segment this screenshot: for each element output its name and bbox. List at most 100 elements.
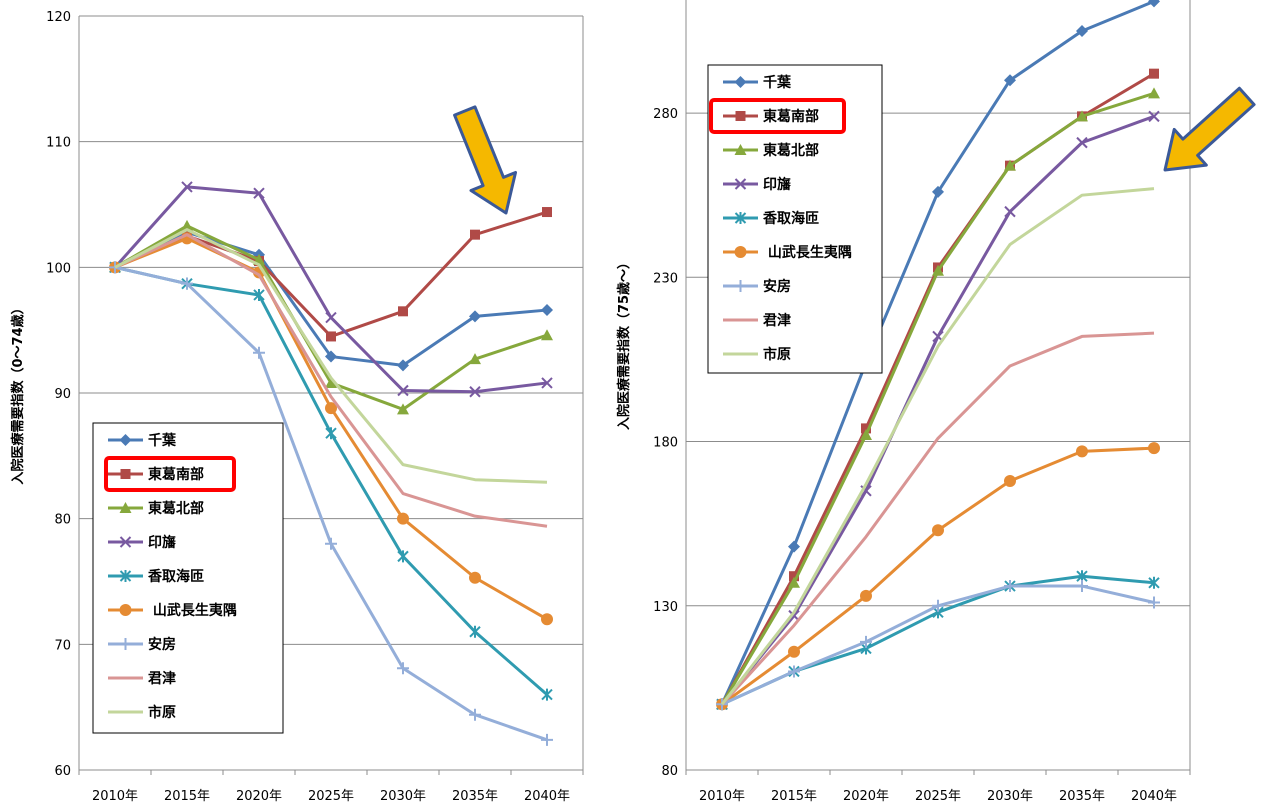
legend-entry-千葉: 千葉	[148, 432, 177, 449]
x-tick-label: 2030年	[987, 789, 1033, 804]
legend-entry-東葛南部: 東葛南部	[148, 466, 204, 483]
highlight-box	[709, 98, 846, 134]
data-point-東葛北部	[469, 353, 481, 365]
data-point-山武長生夷隅	[1148, 442, 1160, 455]
legend-marker	[119, 570, 132, 582]
data-point-山武長生夷隅	[932, 524, 944, 537]
x-tick-label: 2020年	[236, 789, 282, 804]
x-tick-label: 2025年	[915, 789, 961, 804]
data-point-千葉	[1004, 74, 1016, 87]
legend-entry-山武長生夷隅: 山武長生夷隅	[148, 602, 237, 619]
y-tick-label: 120	[46, 10, 71, 25]
data-point-東葛南部	[398, 306, 408, 317]
data-point-香取海匝	[1148, 576, 1160, 589]
legend-marker	[734, 280, 747, 292]
data-point-香取海匝	[397, 550, 409, 563]
legend-entry-東葛北部: 東葛北部	[763, 142, 819, 159]
legend-entry-市原: 市原	[148, 704, 176, 721]
x-tick-label: 2040年	[1131, 789, 1177, 804]
data-point-印旛	[541, 377, 553, 389]
data-point-安房	[932, 599, 944, 612]
data-point-安房	[788, 665, 800, 678]
x-tick-label: 2010年	[92, 789, 138, 804]
data-point-山武長生夷隅	[325, 402, 337, 415]
series-line-君津	[720, 331, 1155, 706]
data-point-印旛	[1148, 110, 1160, 123]
legend-entry-市原: 市原	[763, 346, 791, 363]
data-point-東葛南部	[470, 229, 480, 240]
legend-marker	[734, 76, 747, 88]
series-line-千葉	[114, 230, 548, 367]
data-point-安房	[1004, 580, 1016, 593]
data-point-安房	[253, 346, 265, 359]
legend-entry-香取海匝: 香取海匝	[762, 210, 819, 227]
x-tick-label: 2015年	[164, 789, 210, 804]
data-point-東葛北部	[181, 219, 193, 231]
legend-marker	[119, 536, 132, 548]
data-point-山武長生夷隅	[860, 589, 872, 602]
data-point-安房	[860, 635, 872, 648]
y-tick-label: 80	[661, 764, 678, 779]
highlight-arrow	[1163, 86, 1256, 172]
y-axis-title: 入院医療需要指数（0〜74歳）	[10, 301, 26, 484]
legend-entry-東葛南部: 東葛南部	[763, 108, 819, 125]
data-point-東葛北部	[788, 576, 800, 588]
y-tick-label: 90	[54, 387, 71, 402]
legend-marker	[119, 604, 132, 616]
chart-left: 60 70 80 90 100 110 120 2010年 2015年 2020年 2025年 203…	[10, 10, 584, 804]
data-point-印旛	[469, 386, 481, 398]
legend-entry-印旛: 印旛	[148, 534, 176, 551]
data-point-安房	[1076, 580, 1088, 593]
data-point-東葛北部	[1148, 87, 1160, 99]
series-line-市原	[720, 187, 1155, 706]
x-tick-label: 2025年	[308, 789, 354, 804]
y-tick-label: 130	[653, 600, 678, 615]
legend-marker	[119, 502, 132, 513]
legend-marker	[735, 111, 746, 121]
data-point-東葛南部	[789, 571, 799, 582]
legend-entry-君津: 君津	[147, 670, 176, 687]
data-point-山武長生夷隅	[469, 571, 481, 584]
data-point-山武長生夷隅	[397, 512, 409, 525]
data-point-千葉	[788, 540, 800, 553]
series-line-君津	[114, 233, 548, 528]
data-point-香取海匝	[325, 427, 337, 440]
data-point-東葛南部	[542, 207, 552, 218]
data-point-香取海匝	[253, 288, 265, 301]
data-point-香取海匝	[469, 625, 481, 638]
legend-entry-東葛北部: 東葛北部	[148, 500, 204, 517]
data-point-安房	[1148, 596, 1160, 609]
legend-marker	[119, 434, 132, 446]
data-point-千葉	[397, 359, 409, 372]
legend-marker	[734, 144, 747, 155]
data-point-印旛	[1004, 205, 1016, 218]
legend-entry-安房: 安房	[763, 278, 791, 295]
legend-marker	[119, 638, 132, 650]
data-point-山武長生夷隅	[541, 613, 553, 626]
data-point-東葛北部	[397, 403, 409, 415]
data-point-印旛	[397, 384, 409, 397]
y-tick-label: 70	[54, 638, 71, 653]
legend-entry-山武長生夷隅: 山武長生夷隅	[763, 244, 852, 261]
data-point-印旛	[325, 311, 337, 324]
y-tick-label: 100	[46, 261, 71, 276]
data-point-安房	[397, 662, 409, 675]
data-point-東葛北部	[932, 264, 944, 276]
y-tick-label: 80	[54, 513, 71, 528]
legend-marker	[120, 469, 131, 479]
data-point-東葛南部	[326, 331, 336, 342]
data-point-東葛北部	[1004, 159, 1016, 171]
y-axis-title: 入院医療需要指数（75歳〜）	[616, 256, 632, 430]
data-point-東葛北部	[541, 329, 553, 341]
data-point-千葉	[541, 304, 553, 317]
data-point-千葉	[1076, 24, 1088, 37]
data-point-安房	[181, 277, 193, 290]
x-tick-label: 2035年	[452, 789, 498, 804]
data-point-東葛北部	[860, 428, 872, 440]
data-point-千葉	[932, 185, 944, 198]
data-point-安房	[716, 698, 728, 711]
y-tick-label: 110	[46, 136, 71, 151]
legend-marker	[734, 178, 747, 190]
legend-entry-香取海匝: 香取海匝	[147, 568, 204, 585]
